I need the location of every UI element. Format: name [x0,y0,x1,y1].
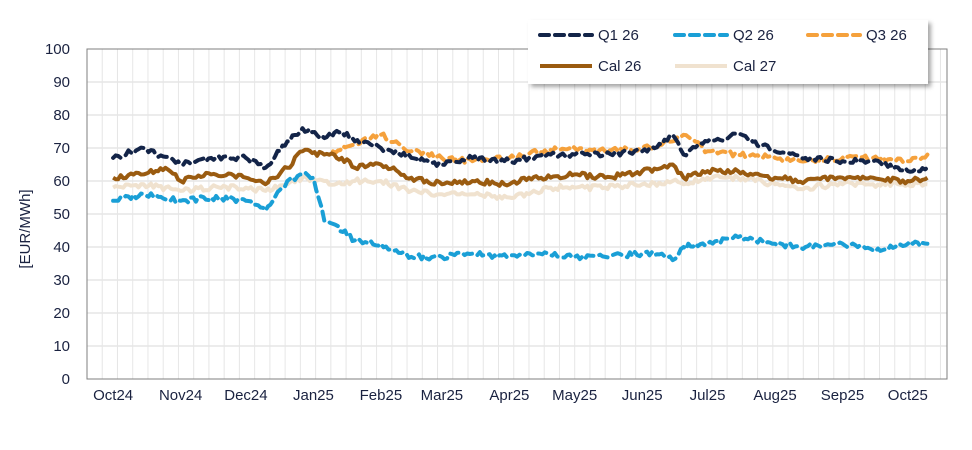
x-tick-label: Nov24 [159,387,202,404]
plot-area-border [86,48,948,380]
legend-label: Cal 26 [598,58,641,75]
y-tick-label: 20 [53,305,70,322]
y-tick-label: 50 [53,206,70,223]
y-tick-label: 100 [45,41,70,58]
x-tick-label: Oct24 [93,387,133,404]
series-line-q2-26 [111,170,930,263]
legend-label: Q3 26 [866,27,907,44]
grid-lines [86,48,947,380]
series-line-cal-26 [112,147,929,188]
series-line-q1-26 [111,126,930,174]
x-tick-label: Jan25 [293,387,334,404]
y-tick-label: 70 [53,140,70,157]
x-axis-ticks: Oct24 Nov24 Dec24 Jan25 Feb25 Mar25 Apr25 May25… [93,387,928,404]
x-tick-label: Mar25 [421,387,464,404]
legend-label: Q2 26 [733,27,774,44]
series-lines [111,126,930,263]
y-tick-label: 40 [53,239,70,256]
x-tick-label: Dec24 [224,387,267,404]
y-tick-label: 90 [53,74,70,91]
legend-label: Cal 27 [733,58,776,75]
x-tick-label: Sep25 [821,387,864,404]
x-tick-label: Oct25 [888,387,928,404]
x-tick-label: Aug25 [753,387,796,404]
x-tick-label: May25 [552,387,597,404]
series-line-cal-27 [112,173,928,201]
y-axis-ticks: 0 10 20 30 40 50 60 70 80 90 100 [45,41,70,388]
x-tick-label: Jun25 [622,387,663,404]
legend-box [528,20,928,84]
y-tick-label: 10 [53,338,70,355]
x-tick-label: Jul25 [690,387,726,404]
x-tick-label: Apr25 [489,387,529,404]
y-tick-label: 0 [62,371,70,388]
y-tick-label: 60 [53,173,70,190]
y-tick-label: 30 [53,272,70,289]
x-tick-label: Feb25 [360,387,403,404]
y-tick-label: 80 [53,107,70,124]
legend-label: Q1 26 [598,27,639,44]
y-axis-label: [EUR/MWh] [17,189,34,268]
legend: Q1 26 Q2 26 Q3 26 Cal 26 Cal 27 [528,20,928,84]
